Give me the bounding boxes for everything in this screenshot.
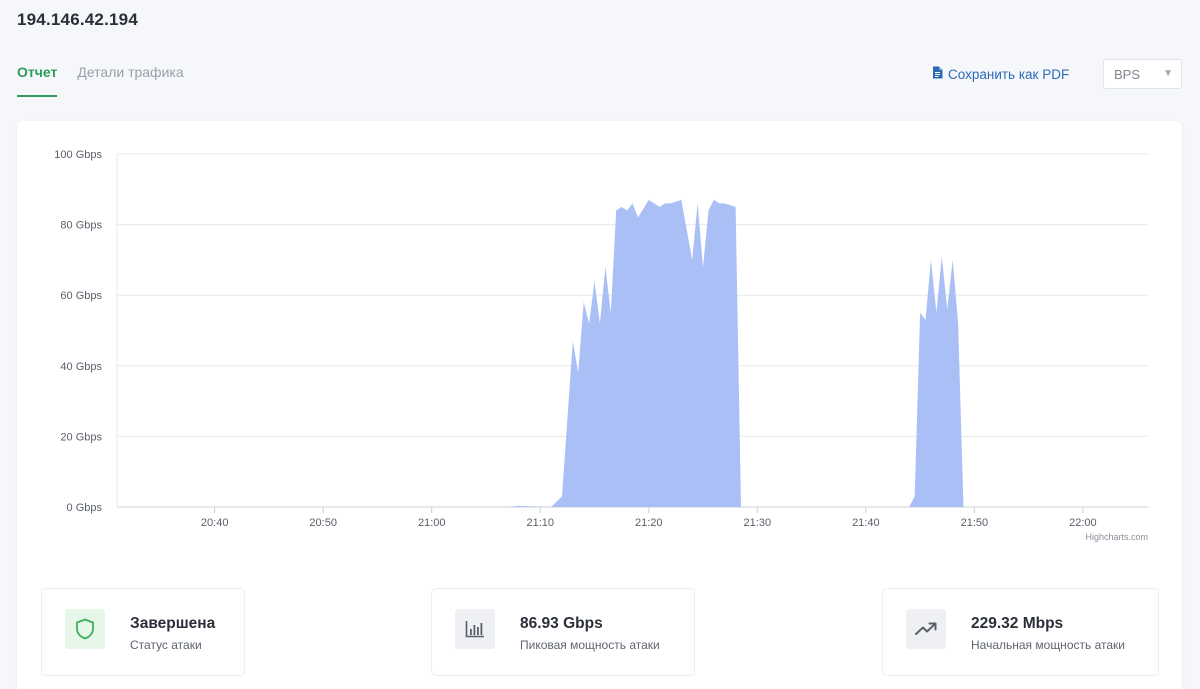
save-pdf-label: Сохранить как PDF <box>948 66 1070 82</box>
traffic-chart: 0 Gbps 20 Gbps 40 Gbps 60 Gbps 80 Gbps 100 Gb… <box>54 149 1149 542</box>
bar-chart-icon <box>455 609 495 649</box>
x-tick-label: 21:30 <box>744 517 772 529</box>
stat-value: 86.93 Gbps <box>520 615 603 632</box>
stat-label: Пиковая мощность атаки <box>520 638 660 652</box>
y-tick-label: 0 Gbps <box>67 502 103 514</box>
x-tick-label: 21:00 <box>418 517 446 529</box>
page-title: 194.146.42.194 <box>17 10 138 29</box>
y-tick-label: 100 Gbps <box>54 149 102 161</box>
tab-report[interactable]: Отчет <box>17 64 58 97</box>
chevron-down-icon: ▼ <box>1163 68 1173 79</box>
y-tick-label: 60 Gbps <box>60 290 102 302</box>
x-tick-label: 21:40 <box>852 517 880 529</box>
stat-initial-power: 229.32 Mbps Начальная мощность атаки <box>882 588 1159 676</box>
unit-select-value: BPS <box>1114 67 1141 82</box>
document-icon <box>932 66 943 82</box>
shield-icon <box>65 609 105 649</box>
x-tick-label: 20:40 <box>201 517 229 529</box>
stat-peak-power: 86.93 Gbps Пиковая мощность атаки <box>431 588 695 676</box>
x-tick-label: 21:50 <box>961 517 989 529</box>
tab-traffic-details[interactable]: Детали трафика <box>77 64 184 80</box>
x-tick-label: 21:20 <box>635 517 663 529</box>
x-tick-label: 20:50 <box>309 517 337 529</box>
chart-credit: Highcharts.com <box>1085 532 1148 542</box>
trending-up-icon <box>906 609 946 649</box>
y-tick-label: 20 Gbps <box>60 431 102 443</box>
unit-select[interactable]: BPS ▼ <box>1103 59 1182 89</box>
stat-value: 229.32 Mbps <box>971 615 1064 632</box>
save-pdf-button[interactable]: Сохранить как PDF <box>932 66 1069 82</box>
series-area-0 <box>117 199 1148 507</box>
stat-value: Завершена <box>130 615 216 632</box>
stat-label: Начальная мощность атаки <box>971 638 1125 652</box>
x-tick-label: 21:10 <box>526 517 554 529</box>
y-tick-label: 80 Gbps <box>60 220 102 232</box>
y-tick-label: 40 Gbps <box>60 361 102 373</box>
report-card: 0 Gbps 20 Gbps 40 Gbps 60 Gbps 80 Gbps 100 Gb… <box>17 121 1182 689</box>
stat-attack-status: Завершена Статус атаки <box>41 588 245 676</box>
tab-bar: Отчет Детали трафика <box>17 64 184 97</box>
stat-label: Статус атаки <box>130 638 202 652</box>
x-tick-label: 22:00 <box>1069 517 1097 529</box>
